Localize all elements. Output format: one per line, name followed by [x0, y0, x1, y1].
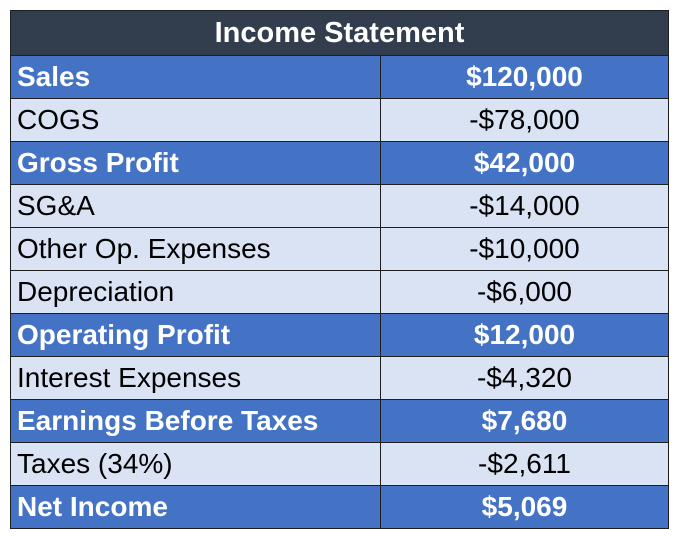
row-label: Taxes (34%) — [11, 443, 381, 485]
row-label: Net Income — [11, 486, 381, 528]
table-row-cogs: COGS -$78,000 — [11, 99, 668, 142]
row-value: $7,680 — [481, 405, 568, 436]
row-label: Sales — [11, 56, 381, 98]
table-row-depreciation: Depreciation -$6,000 — [11, 271, 668, 314]
row-label: Earnings Before Taxes — [11, 400, 381, 442]
table-row-interest-expenses: Interest Expenses -$4,320 — [11, 357, 668, 400]
row-label: Gross Profit — [11, 142, 381, 184]
table-row-sales: Sales $120,000 — [11, 56, 668, 99]
table-row-earnings-before-taxes: Earnings Before Taxes $7,680 — [11, 400, 668, 443]
row-value: -$10,000 — [469, 233, 580, 264]
row-label: Other Op. Expenses — [11, 228, 381, 270]
income-statement-table: Income Statement Sales $120,000 COGS -$7… — [10, 10, 669, 529]
row-value: -$4,320 — [477, 362, 572, 393]
table-row-net-income: Net Income $5,069 — [11, 486, 668, 528]
row-value: -$14,000 — [469, 190, 580, 221]
row-value: -$6,000 — [477, 276, 572, 307]
table-row-sga: SG&A -$14,000 — [11, 185, 668, 228]
row-value: $120,000 — [466, 61, 583, 92]
row-value: -$78,000 — [469, 104, 580, 135]
row-value: $42,000 — [473, 147, 576, 178]
row-label: SG&A — [11, 185, 381, 227]
table-title: Income Statement — [11, 11, 668, 56]
row-value: -$2,611 — [478, 448, 571, 479]
row-label: Depreciation — [11, 271, 381, 313]
row-value: $5,069 — [481, 491, 568, 522]
row-label: COGS — [11, 99, 381, 141]
row-label: Operating Profit — [11, 314, 381, 356]
table-row-taxes: Taxes (34%) -$2,611 — [11, 443, 668, 486]
row-value: $12,000 — [473, 319, 576, 350]
table-row-gross-profit: Gross Profit $42,000 — [11, 142, 668, 185]
row-label: Interest Expenses — [11, 357, 381, 399]
table-row-other-op-expenses: Other Op. Expenses -$10,000 — [11, 228, 668, 271]
table-row-operating-profit: Operating Profit $12,000 — [11, 314, 668, 357]
